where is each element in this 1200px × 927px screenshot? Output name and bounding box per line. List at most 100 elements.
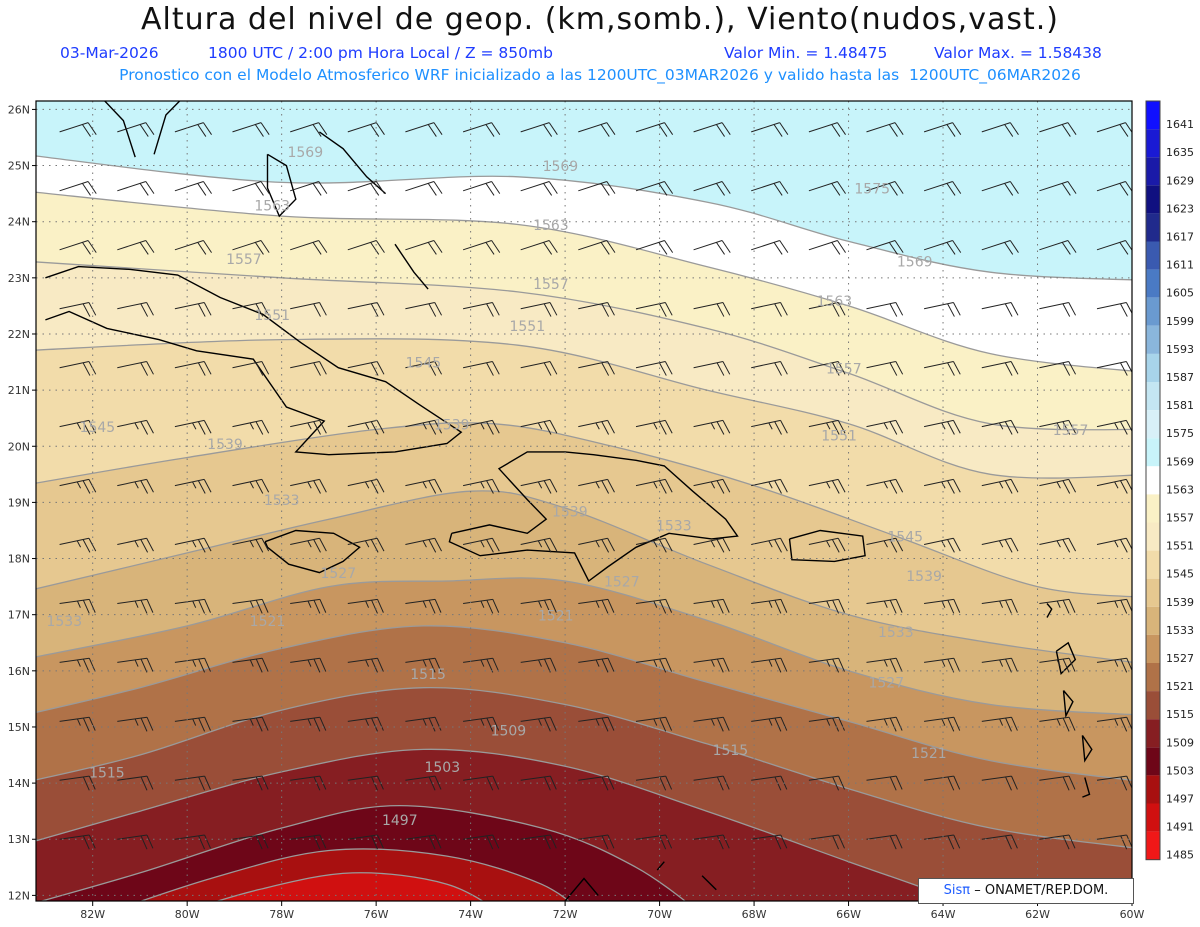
wind-barb (174, 657, 211, 673)
wind-barb (808, 419, 846, 435)
wind-barb (981, 537, 1019, 553)
wind-barb (1096, 181, 1132, 196)
wind-barb (174, 240, 212, 255)
wind-barb (924, 834, 961, 850)
colorbar-swatch (1146, 522, 1160, 551)
wind-barb (347, 122, 385, 137)
wind-barb (59, 716, 96, 732)
colorbar-label: 1569 (1166, 455, 1194, 468)
wind-barb (290, 537, 327, 553)
colorbar-label: 1491 (1166, 821, 1194, 834)
plot-area: 1569 1569 1575 1563 1563 1569 1557 1557 1563 1551… (36, 101, 1132, 901)
wind-barb (923, 537, 961, 553)
wind-barb (59, 834, 96, 850)
wind-barb (290, 419, 327, 435)
max-value: Valor Max. = 1.58438 (934, 44, 1102, 62)
contour-label: 1533 (264, 493, 300, 509)
wind-barb (981, 301, 1019, 317)
wind-barb (578, 122, 616, 137)
wind-barb (290, 834, 327, 850)
colorbar-swatch (1146, 466, 1160, 495)
wind-barb (578, 716, 615, 732)
wind-barb (1039, 419, 1077, 435)
wind-barb (59, 657, 96, 673)
wind-barb (866, 537, 904, 553)
contour-label: 1563 (254, 199, 290, 215)
contour-label: 1563 (817, 294, 853, 310)
colorbar-label: 1521 (1166, 680, 1194, 693)
wind-barb (923, 419, 961, 435)
contour-label: 1563 (533, 218, 569, 234)
wind-barb (635, 598, 673, 614)
wind-barb (232, 537, 270, 553)
wind-barb (981, 598, 1018, 614)
wind-barb (808, 240, 846, 255)
wind-barb (578, 301, 615, 317)
wind-barb (751, 716, 788, 732)
wind-barb (347, 478, 385, 494)
lat-label: 20N (8, 440, 30, 453)
contour-label: 1551 (509, 319, 545, 335)
contour-label: 1527 (320, 566, 356, 582)
wind-barb (347, 240, 385, 255)
wind-barb (635, 657, 673, 673)
wind-barb (578, 181, 616, 196)
colorbar-label: 1545 (1166, 568, 1194, 581)
wind-barb (347, 301, 385, 317)
wind-barb (347, 775, 384, 791)
wind-barb (808, 775, 845, 791)
colorbar-label: 1617 (1166, 231, 1194, 244)
wind-barb (405, 478, 443, 494)
wind-barb (117, 301, 154, 317)
wind-barb (1039, 240, 1077, 255)
wind-barb (462, 537, 500, 553)
wind-barb (808, 716, 845, 732)
contour-line (36, 422, 1132, 598)
lon-label: 82W (80, 908, 105, 921)
colorbar-swatch (1146, 297, 1160, 326)
wind-barb (520, 537, 558, 553)
wind-barb (808, 360, 846, 376)
wind-barb (405, 181, 443, 196)
credit-box: Sisπ – ONAMET/REP.DOM. (918, 878, 1134, 904)
wind-barb (290, 478, 327, 494)
wind-barb (751, 657, 788, 673)
lon-label: 64W (931, 908, 956, 921)
colorbar-swatch (1146, 747, 1160, 776)
coastline (153, 101, 181, 155)
wind-barb (808, 657, 845, 673)
subtitle-line-1: 03-Mar-2026 1800 UTC / 2:00 pm Hora Loca… (0, 44, 1200, 134)
contour-label: 1539 (434, 417, 470, 433)
graticule (36, 101, 1132, 901)
wind-barb (578, 598, 615, 614)
coastline (564, 877, 599, 901)
lon-label: 66W (836, 908, 861, 921)
wind-barb (866, 301, 904, 317)
lon-label: 70W (647, 908, 672, 921)
colorbar-label: 1575 (1166, 427, 1194, 440)
wind-barb (808, 181, 846, 196)
wind-barb (981, 834, 1018, 850)
wind-barb (174, 478, 212, 494)
wind-barb (1039, 360, 1077, 376)
colorbar-label: 1593 (1166, 343, 1194, 356)
lon-label: 60W (1120, 908, 1145, 921)
wind-barb (808, 478, 846, 494)
wind-barb (117, 122, 155, 137)
contour-label: 1509 (491, 723, 527, 739)
colorbar-swatch (1146, 269, 1160, 298)
wind-barb (808, 598, 845, 614)
credit-text: – ONAMET/REP.DOM. (974, 883, 1109, 898)
wind-barb (520, 360, 558, 376)
wind-barb (462, 419, 500, 435)
colorbar-label: 1623 (1166, 202, 1194, 215)
wind-barb (59, 419, 97, 435)
colorbar-label: 1515 (1166, 708, 1194, 721)
wind-barb (174, 181, 212, 196)
wind-barb (347, 181, 385, 196)
contour-band (217, 872, 483, 901)
lat-label: 17N (8, 609, 30, 622)
wind-barb (751, 537, 788, 553)
contour-label: 1545 (406, 356, 442, 372)
wind-barb (866, 122, 904, 137)
